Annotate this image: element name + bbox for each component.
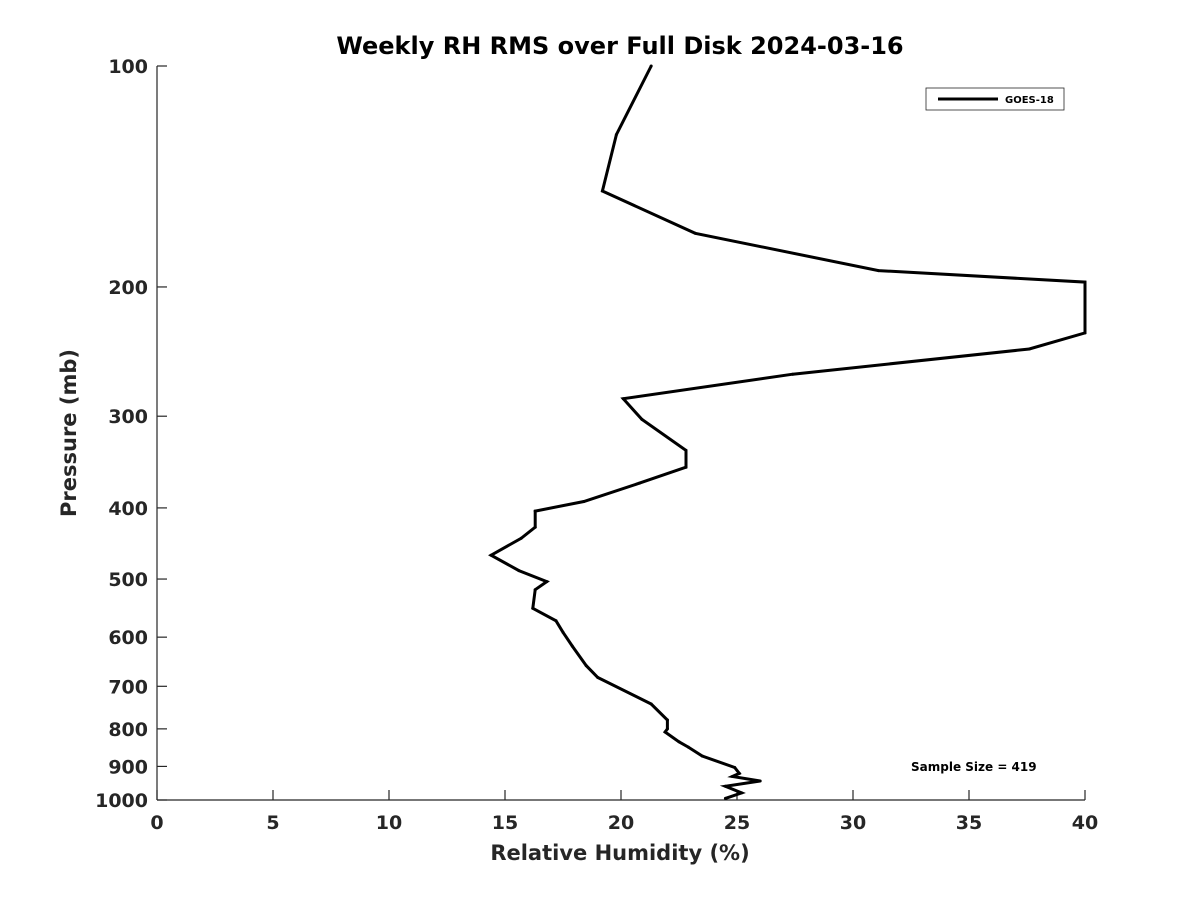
data-point <box>1083 280 1087 284</box>
data-point <box>723 796 727 800</box>
data-point <box>649 64 653 68</box>
data-point <box>665 727 669 731</box>
data-point <box>561 630 565 634</box>
legend: GOES-18 <box>925 87 1065 111</box>
data-point <box>554 619 558 623</box>
x-tick-label: 40 <box>1072 812 1098 834</box>
x-tick-label: 0 <box>150 812 163 834</box>
data-point <box>640 417 644 421</box>
data-point <box>570 644 574 648</box>
data-point <box>877 269 880 273</box>
plot-area: 0 5 10 15 20 25 30 35 40 100 200 300 400 500 600 700 80… <box>95 56 1098 834</box>
data-point <box>600 189 604 193</box>
data-point <box>584 664 588 668</box>
data-point <box>531 606 535 610</box>
data-point <box>582 500 586 503</box>
data-point <box>730 775 734 778</box>
data-point <box>1027 347 1031 351</box>
data-point <box>663 730 667 734</box>
data-point <box>533 588 537 592</box>
y-tick-label: 400 <box>108 498 148 520</box>
y-tick-label: 100 <box>108 56 148 78</box>
y-tick-label: 900 <box>108 756 148 778</box>
data-point <box>723 784 727 788</box>
chart-title: Weekly RH RMS over Full Disk 2024-03-16 <box>336 32 903 60</box>
series-points <box>489 64 1087 800</box>
data-point <box>740 791 744 795</box>
x-axis-label: Relative Humidity (%) <box>490 841 749 865</box>
y-tick-label: 700 <box>108 676 148 698</box>
x-ticks: 0 5 10 15 20 25 30 35 40 <box>150 790 1098 834</box>
data-point <box>684 465 688 469</box>
data-point <box>737 771 741 775</box>
data-point <box>700 754 704 758</box>
data-point <box>638 481 642 485</box>
data-point <box>649 702 653 706</box>
data-point <box>489 553 493 557</box>
y-tick-label: 500 <box>108 569 148 591</box>
y-tick-label: 600 <box>108 627 148 649</box>
data-point <box>596 676 600 679</box>
data-point <box>693 231 697 235</box>
series-line-goes-18 <box>488 65 1087 800</box>
data-point <box>519 536 523 540</box>
x-tick-label: 35 <box>956 812 982 834</box>
y-tick-label: 1000 <box>95 790 148 812</box>
y-axis-label: Pressure (mb) <box>57 349 81 517</box>
data-point <box>677 740 681 744</box>
x-tick-label: 5 <box>266 812 279 834</box>
x-tick-label: 25 <box>724 812 750 834</box>
data-point <box>665 718 669 722</box>
data-point <box>614 133 618 137</box>
y-tick-label: 300 <box>108 406 148 428</box>
x-tick-label: 30 <box>840 812 866 834</box>
data-point <box>533 509 537 513</box>
data-point <box>733 766 737 769</box>
y-tick-label: 200 <box>108 277 148 299</box>
data-point <box>758 779 762 783</box>
data-point <box>621 397 625 401</box>
legend-label-goes-18: GOES-18 <box>1005 95 1054 106</box>
data-point <box>533 525 537 529</box>
data-point <box>684 448 688 452</box>
data-point <box>686 745 690 749</box>
data-point <box>545 580 549 584</box>
data-point <box>791 372 795 376</box>
y-tick-label: 800 <box>108 719 148 741</box>
x-tick-label: 15 <box>492 812 518 834</box>
x-tick-label: 20 <box>608 812 634 834</box>
x-tick-label: 10 <box>376 812 402 834</box>
y-ticks: 100 200 300 400 500 600 700 800 900 1000 <box>95 56 167 812</box>
sample-size-annotation: Sample Size = 419 <box>911 760 1037 774</box>
data-point <box>1083 331 1087 335</box>
data-point <box>517 569 521 573</box>
